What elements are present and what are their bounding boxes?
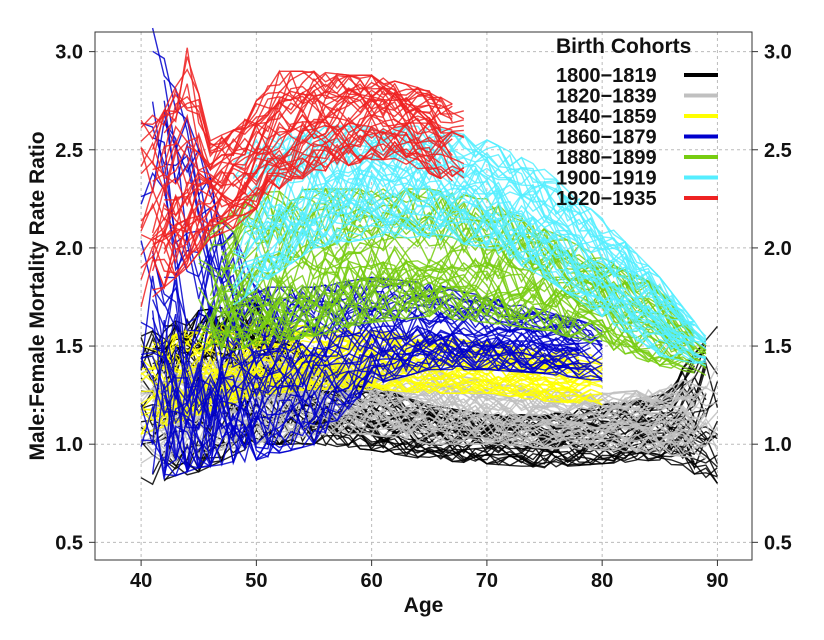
axes: 40 50 60 70 80 90 0.5 0.5 1.0 1.0 1.5 1.5 2.0 2.0 2.5 2… bbox=[55, 42, 792, 592]
legend-label: 1840−1859 bbox=[556, 106, 657, 128]
series-line bbox=[163, 429, 718, 484]
series-group bbox=[232, 124, 707, 367]
y-tick-label: 3.0 bbox=[55, 42, 83, 64]
y-tick-label: 0.5 bbox=[55, 532, 83, 554]
series-line bbox=[163, 340, 580, 469]
x-tick-label: 70 bbox=[476, 570, 498, 592]
series-line bbox=[163, 313, 591, 427]
series-line bbox=[152, 127, 465, 245]
series-line bbox=[152, 83, 453, 172]
series-line bbox=[140, 69, 453, 165]
series-line bbox=[233, 172, 684, 345]
series-line bbox=[255, 216, 684, 354]
series-line bbox=[140, 68, 453, 142]
series-line bbox=[151, 115, 442, 255]
legend-label: 1800−1819 bbox=[556, 65, 657, 87]
series-group bbox=[140, 47, 465, 307]
series-line bbox=[163, 387, 718, 437]
series-line bbox=[244, 160, 706, 344]
series-line bbox=[140, 343, 580, 472]
series-line bbox=[164, 418, 718, 468]
series-line bbox=[151, 310, 603, 431]
series-line bbox=[140, 70, 464, 146]
legend-label: 1880−1899 bbox=[556, 147, 657, 169]
series-line bbox=[140, 78, 464, 194]
series-line bbox=[140, 114, 453, 259]
legend-label: 1900−1919 bbox=[556, 168, 657, 190]
series-line bbox=[163, 121, 442, 254]
legend-title: Birth Cohorts bbox=[556, 35, 691, 58]
y-tick-label: 1.0 bbox=[55, 434, 83, 456]
series-line bbox=[152, 331, 580, 415]
series-line bbox=[140, 371, 603, 424]
x-axis-label: Age bbox=[404, 594, 444, 617]
series-line bbox=[140, 82, 453, 180]
series-line bbox=[255, 155, 707, 341]
series-line bbox=[140, 115, 465, 280]
x-tick-label: 40 bbox=[130, 570, 152, 592]
y-tick-label: 2.5 bbox=[55, 140, 83, 162]
series-line bbox=[255, 196, 684, 352]
legend: Birth Cohorts 1800−18191820−18391840−185… bbox=[556, 35, 718, 210]
x-tick-label: 80 bbox=[591, 570, 613, 592]
plot-border bbox=[94, 31, 753, 561]
y-right-tick-label: 1.0 bbox=[764, 434, 792, 456]
x-tick-label: 50 bbox=[245, 570, 267, 592]
series-line bbox=[140, 47, 441, 151]
y-tick-label: 2.0 bbox=[55, 238, 83, 260]
series-line bbox=[232, 205, 684, 357]
series-line bbox=[221, 255, 707, 359]
series-line bbox=[163, 88, 464, 197]
series-line bbox=[221, 214, 683, 328]
series-line bbox=[232, 197, 707, 361]
legend-label: 1920−1935 bbox=[556, 188, 657, 210]
series-line bbox=[152, 89, 442, 185]
series-group bbox=[198, 187, 707, 376]
series-line bbox=[151, 272, 580, 385]
series-line bbox=[164, 347, 580, 477]
series-line bbox=[232, 165, 695, 346]
series-line bbox=[232, 190, 706, 359]
series-line bbox=[232, 201, 683, 344]
y-right-tick-label: 3.0 bbox=[764, 42, 792, 64]
series-lines bbox=[140, 27, 719, 486]
series-line bbox=[210, 280, 707, 370]
x-tick-label: 90 bbox=[706, 570, 728, 592]
y-right-tick-label: 1.5 bbox=[764, 336, 792, 358]
series-line bbox=[151, 345, 580, 474]
y-right-tick-label: 2.5 bbox=[764, 140, 792, 162]
y-right-tick-label: 0.5 bbox=[764, 532, 792, 554]
y-axis-label: Male:Female Mortality Rate Ratio bbox=[26, 131, 49, 460]
y-tick-label: 1.5 bbox=[55, 336, 83, 358]
y-right-tick-label: 2.0 bbox=[764, 238, 792, 260]
series-line bbox=[140, 275, 580, 415]
series-line bbox=[140, 145, 442, 290]
series-line bbox=[232, 125, 684, 322]
series-line bbox=[210, 278, 684, 363]
legend-label: 1860−1879 bbox=[556, 127, 657, 149]
series-line bbox=[140, 386, 695, 439]
legend-label: 1820−1839 bbox=[556, 86, 657, 108]
x-tick-label: 60 bbox=[361, 570, 383, 592]
